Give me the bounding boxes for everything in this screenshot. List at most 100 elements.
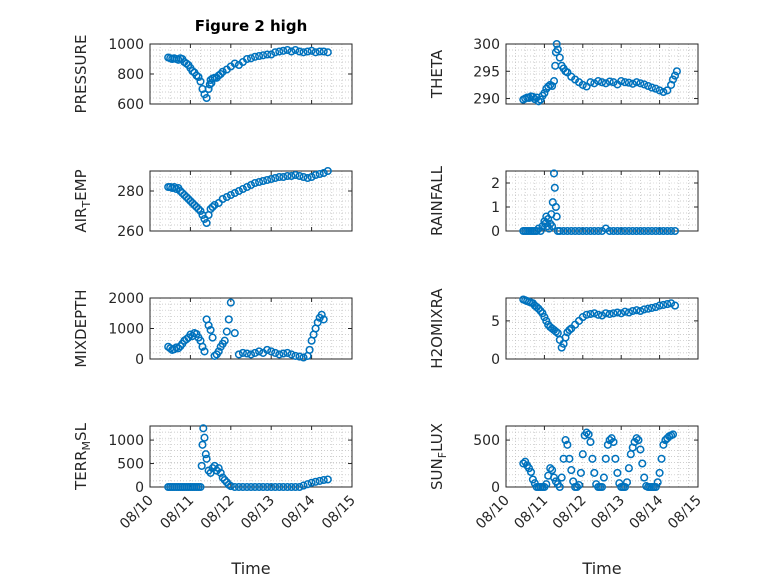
data-point — [563, 440, 572, 449]
y-tick-label: 290 — [473, 92, 500, 108]
data-point — [548, 222, 557, 231]
data-point — [613, 226, 622, 236]
data-point — [230, 188, 239, 198]
data-point — [601, 454, 610, 463]
data-point — [555, 53, 564, 62]
data-point — [672, 67, 681, 76]
data-point — [563, 226, 572, 236]
data-point — [323, 166, 332, 176]
data-point — [319, 475, 328, 485]
data-point — [226, 298, 235, 307]
data-point — [578, 80, 587, 89]
data-point — [275, 482, 284, 492]
data-point — [657, 454, 666, 463]
data-point — [655, 468, 664, 477]
data-point — [551, 327, 560, 336]
data-point — [197, 461, 206, 470]
data-point — [291, 482, 300, 492]
data-series — [164, 424, 332, 492]
x-axis-label: Time — [230, 559, 270, 578]
data-point — [636, 79, 645, 88]
data-point — [267, 482, 276, 492]
data-point — [561, 436, 570, 445]
data-point — [295, 482, 304, 492]
data-point — [206, 325, 215, 335]
data-point — [279, 46, 288, 55]
data-point — [632, 434, 641, 443]
data-point — [202, 93, 211, 103]
data-point — [636, 226, 645, 236]
data-point — [586, 309, 595, 319]
data-point — [651, 84, 660, 93]
data-point — [567, 466, 576, 475]
data-point — [307, 46, 316, 55]
y-axis-label: RAINFALL — [428, 165, 446, 236]
data-point — [628, 79, 637, 88]
data-point — [242, 482, 252, 492]
data-point — [590, 79, 599, 88]
x-tick-label: 08/15 — [665, 493, 705, 533]
data-point — [542, 480, 551, 489]
data-point — [605, 309, 614, 319]
data-point — [303, 173, 312, 183]
data-point — [222, 327, 231, 336]
data-point — [552, 212, 561, 221]
y-tick-label: 2 — [491, 176, 500, 192]
figure-title: Figure 2 high — [195, 17, 308, 35]
data-point — [572, 482, 582, 492]
data-point — [234, 482, 243, 492]
data-point — [255, 177, 264, 187]
y-axis-label: PRESSURE — [72, 35, 90, 114]
data-point — [584, 430, 593, 439]
data-point — [291, 45, 300, 55]
data-point — [632, 226, 641, 236]
data-point — [647, 303, 656, 312]
data-point — [555, 482, 564, 492]
data-point — [609, 78, 618, 87]
data-point — [548, 81, 557, 91]
data-point — [190, 200, 199, 210]
data-point — [546, 464, 555, 473]
data-point — [586, 78, 595, 87]
data-point — [594, 77, 603, 86]
data-point — [295, 47, 304, 56]
data-point — [624, 226, 633, 236]
data-point — [311, 477, 320, 486]
data-point — [259, 176, 268, 186]
data-point — [582, 226, 591, 236]
data-point — [574, 226, 584, 236]
data-point — [259, 51, 268, 60]
data-point — [552, 39, 561, 49]
data-point — [311, 48, 320, 57]
y-tick-label: 600 — [117, 97, 144, 113]
data-point — [578, 226, 587, 236]
y-tick-label: 0 — [491, 352, 500, 368]
y-tick-label: 500 — [473, 433, 500, 449]
data-point — [182, 59, 191, 68]
data-point — [184, 194, 193, 204]
data-point — [255, 347, 264, 356]
subplot-pressure: 600 800 1000 PRESSURE — [72, 35, 353, 114]
data-point — [659, 87, 668, 97]
data-point — [601, 309, 610, 318]
data-point — [624, 464, 633, 473]
data-point — [659, 440, 668, 449]
data-point — [555, 226, 564, 236]
data-point — [216, 69, 225, 79]
data-point — [567, 324, 576, 333]
data-point — [659, 226, 668, 236]
data-point — [271, 348, 280, 357]
data-series — [519, 169, 680, 236]
data-point — [659, 300, 668, 309]
data-point — [295, 171, 304, 181]
data-point — [526, 467, 536, 477]
data-point — [188, 66, 197, 76]
data-point — [246, 54, 256, 63]
data-point — [178, 188, 187, 198]
data-point — [628, 306, 637, 316]
data-point — [299, 353, 308, 362]
data-point — [628, 226, 637, 236]
data-point — [188, 198, 197, 208]
y-axis-label: SUNFLUX — [428, 423, 449, 490]
data-point — [594, 226, 603, 236]
